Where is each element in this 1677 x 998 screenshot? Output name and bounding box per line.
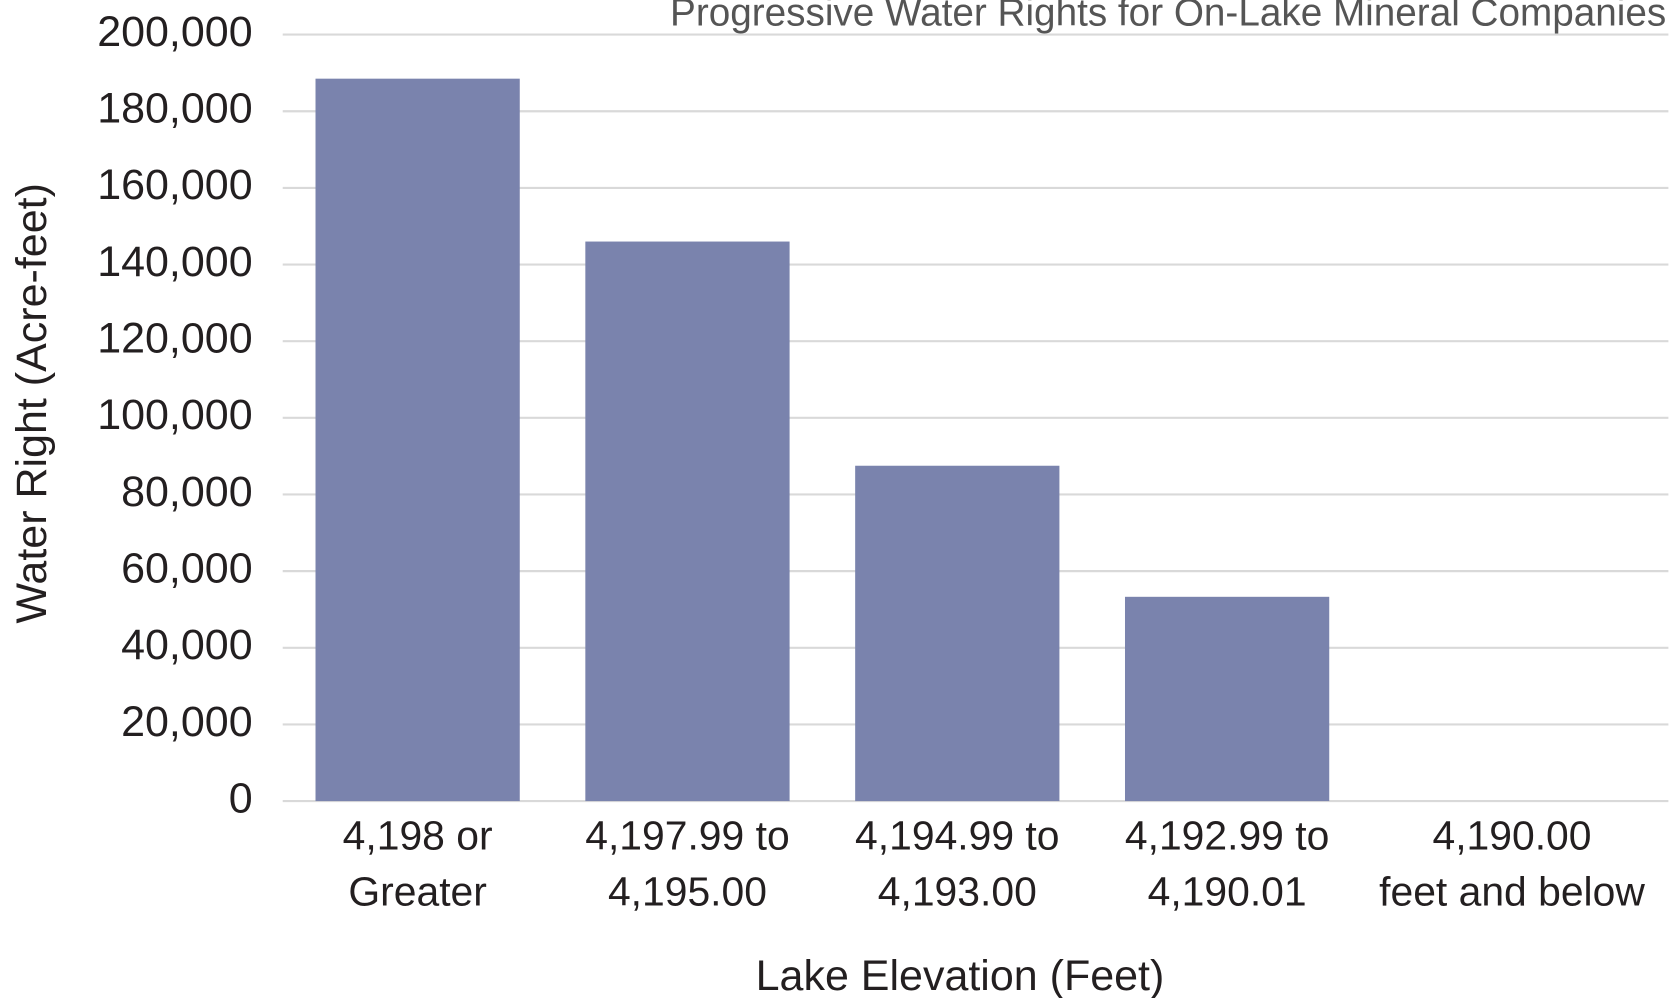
y-tick-label: 60,000: [121, 544, 253, 592]
x-tick-label-box: 4,198 or Greater: [342, 813, 493, 916]
y-tick-label: 160,000: [97, 161, 252, 209]
y-tick-label: 100,000: [97, 391, 252, 439]
bar: [315, 78, 520, 802]
x-tick-label-box: 4,194.99 to 4,193.00: [855, 813, 1060, 916]
y-tick-label: 120,000: [97, 315, 252, 363]
bar: [585, 241, 790, 802]
bar: [1124, 596, 1330, 802]
x-tick-label: 4,194.99 to 4,193.00: [855, 813, 1060, 916]
y-tick-label: 20,000: [121, 698, 253, 746]
x-tick-label-box: 4,197.99 to 4,195.00: [585, 813, 790, 916]
y-tick-label: 200,000: [97, 8, 252, 56]
x-axis-label: Lake Elevation (Feet): [756, 952, 1165, 998]
y-tick-label: 40,000: [121, 621, 253, 669]
x-tick-label: 4,197.99 to 4,195.00: [585, 813, 790, 916]
y-tick-label: 0: [229, 774, 253, 822]
chart-title: Progressive Water Rights for On-Lake Min…: [670, 0, 1666, 34]
x-tick-label: 4,198 or Greater: [342, 813, 493, 916]
y-tick-label: 180,000: [97, 85, 252, 133]
bar: [855, 465, 1060, 802]
y-tick-label: 140,000: [97, 238, 252, 286]
x-tick-label: 4,190.00 feet and below: [1379, 813, 1645, 916]
x-tick-label: 4,192.99 to 4,190.01: [1124, 813, 1330, 916]
x-tick-label-box: 4,192.99 to 4,190.01: [1124, 813, 1330, 916]
y-axis-label: Water Right (Acre-feet): [8, 183, 56, 623]
y-tick-label: 80,000: [121, 468, 253, 516]
x-tick-label-box: 4,190.00 feet and below: [1379, 813, 1645, 916]
